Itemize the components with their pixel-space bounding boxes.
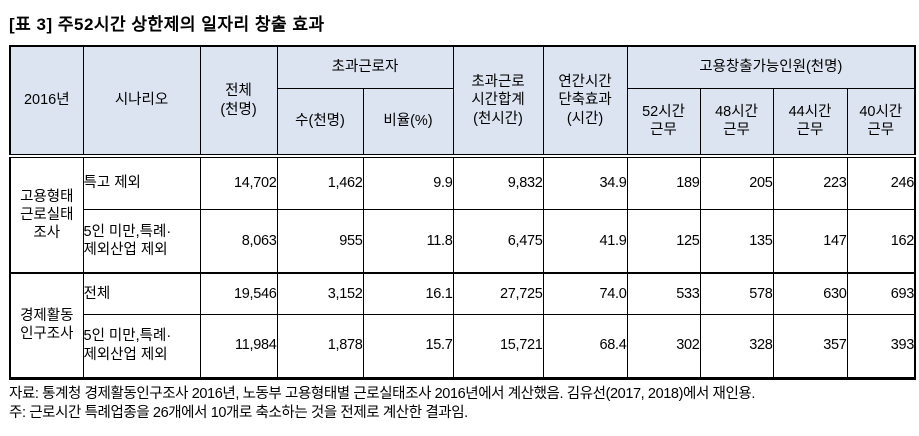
cell-scenario: 전체 — [82, 272, 201, 315]
cell-work40: 246 — [846, 155, 916, 210]
table-row: 경제활동 인구조사 전체 19,546 3,152 16.1 27,725 74… — [9, 272, 916, 379]
table-row: 5인 미만,특례· 제외산업 제외 8,063 955 11.8 6,475 4… — [10, 208, 916, 274]
cell-annual-reduction: 34.9 — [542, 155, 628, 210]
table-header: 2016년 시나리오 전체 (천명) 초과근로자 초과근로 시간합계 (천시간)… — [9, 45, 916, 158]
header-work44: 44시간 근무 — [772, 87, 848, 158]
cell-work44: 223 — [772, 155, 848, 210]
cell-overtime-hours: 9,832 — [452, 155, 544, 210]
table-title: [표 3] 주52시간 상한제의 일자리 창출 효과 — [9, 15, 325, 34]
cell-overtime-hours: 15,721 — [452, 313, 544, 379]
group-label-employment-survey: 고용형태 근로실태 조사 — [9, 155, 84, 274]
cell-overtime-hours: 27,725 — [452, 272, 544, 315]
cell-work44: 357 — [772, 313, 848, 379]
cell-work44: 147 — [772, 208, 848, 274]
cell-total: 8,063 — [199, 208, 278, 274]
table-notes: 자료: 통계청 경제활동인구조사 2016년, 노동부 고용형태별 근로실태조사… — [9, 385, 919, 424]
cell-work52: 189 — [626, 155, 701, 210]
cell-work40: 393 — [846, 313, 916, 379]
table-body: 고용형태 근로실태 조사 특고 제외 14,702 1,462 9.9 9,83… — [9, 155, 916, 379]
cell-overtime-count: 3,152 — [276, 272, 364, 315]
cell-work48: 135 — [699, 208, 774, 274]
cell-overtime-ratio: 15.7 — [362, 313, 454, 379]
cell-work40: 693 — [846, 272, 916, 315]
cell-work48: 205 — [699, 155, 774, 210]
header-overtime-ratio: 비율(%) — [362, 87, 454, 158]
cell-annual-reduction: 74.0 — [542, 272, 628, 315]
cell-scenario: 5인 미만,특례· 제외산업 제외 — [82, 208, 201, 274]
cell-annual-reduction: 68.4 — [542, 313, 628, 379]
cell-work48: 578 — [699, 272, 774, 315]
cell-overtime-hours: 6,475 — [452, 208, 544, 274]
header-work52: 52시간 근무 — [626, 87, 701, 158]
calculation-note: 주: 근로시간 특례업종을 26개에서 10개로 축소하는 것을 전제로 계산한… — [9, 405, 468, 422]
header-total: 전체 (천명) — [199, 45, 278, 158]
header-work48: 48시간 근무 — [699, 87, 774, 158]
cell-overtime-ratio: 16.1 — [362, 272, 454, 315]
table-row: 고용형태 근로실태 조사 특고 제외 14,702 1,462 9.9 9,83… — [9, 155, 916, 274]
cell-work48: 328 — [699, 313, 774, 379]
header-work40: 40시간 근무 — [846, 87, 916, 158]
cell-work44: 630 — [772, 272, 848, 315]
header-overtime-count: 수(천명) — [276, 87, 364, 158]
cell-overtime-ratio: 11.8 — [362, 208, 454, 274]
source-note: 자료: 통계청 경제활동인구조사 2016년, 노동부 고용형태별 근로실태조사… — [9, 385, 755, 402]
header-annual-hours-reduction: 연간시간 단축효과 (시간) — [542, 45, 628, 158]
cell-scenario: 특고 제외 — [82, 155, 201, 210]
header-overtime-workers-group: 초과근로자 — [276, 45, 454, 89]
cell-total: 19,546 — [199, 272, 278, 315]
cell-overtime-count: 1,878 — [276, 313, 364, 379]
cell-total: 14,702 — [199, 155, 278, 210]
cell-work40: 162 — [846, 208, 916, 274]
cell-total: 11,984 — [199, 313, 278, 379]
table-row: 5인 미만,특례· 제외산업 제외 11,984 1,878 15.7 15,7… — [10, 313, 916, 379]
job-creation-effect-table: 2016년 시나리오 전체 (천명) 초과근로자 초과근로 시간합계 (천시간)… — [9, 45, 917, 380]
group-label-economically-active-survey: 경제활동 인구조사 — [9, 272, 84, 379]
header-overtime-hours-total: 초과근로 시간합계 (천시간) — [452, 45, 544, 158]
cell-scenario: 5인 미만,특례· 제외산업 제외 — [82, 313, 201, 379]
header-scenario: 시나리오 — [82, 45, 201, 158]
cell-overtime-count: 1,462 — [276, 155, 364, 210]
header-year: 2016년 — [9, 45, 84, 158]
cell-overtime-ratio: 9.9 — [362, 155, 454, 210]
cell-work52: 302 — [626, 313, 701, 379]
header-job-creation-group: 고용창출가능인원(천명) — [626, 45, 916, 89]
cell-work52: 533 — [626, 272, 701, 315]
cell-overtime-count: 955 — [276, 208, 364, 274]
cell-annual-reduction: 41.9 — [542, 208, 628, 274]
cell-work52: 125 — [626, 208, 701, 274]
